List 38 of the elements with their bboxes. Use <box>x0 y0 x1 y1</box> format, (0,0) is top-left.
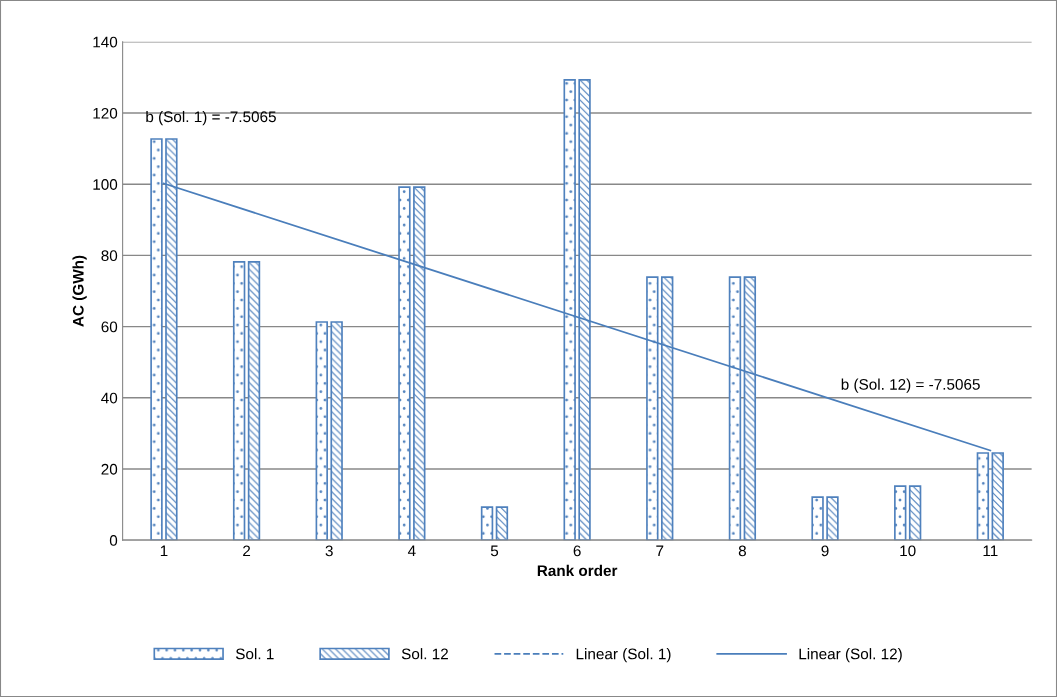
bar <box>247 260 261 541</box>
x-tick-label: 11 <box>983 545 998 557</box>
legend-label: Sol. 1 <box>235 648 274 660</box>
bar <box>495 506 509 541</box>
x-tick-label: 8 <box>738 545 746 557</box>
y-tick-label: 60 <box>101 321 118 333</box>
y-tick-label: 120 <box>93 107 118 119</box>
legend-label: Sol. 12 <box>401 648 448 660</box>
x-axis-title: Rank order <box>537 564 618 577</box>
x-tick-label: 2 <box>243 545 251 557</box>
bar <box>330 321 343 541</box>
x-tick-label: 1 <box>160 545 168 557</box>
y-axis-title: AC (GWh) <box>72 255 87 327</box>
x-tick-label: 7 <box>656 545 664 557</box>
bar <box>991 452 1004 541</box>
y-tick-label: 0 <box>109 535 118 546</box>
x-tick-label: 10 <box>900 545 916 557</box>
bar <box>315 321 328 541</box>
annotation: b (Sol. 12) = -7.5065 <box>841 378 980 393</box>
legend-label: Linear (Sol. 12) <box>799 648 902 663</box>
y-tick-label: 40 <box>101 392 118 404</box>
bar <box>908 485 922 541</box>
x-tick-label: 9 <box>821 545 829 557</box>
y-tick-label: 100 <box>93 179 118 190</box>
y-tick-label: 80 <box>101 250 118 262</box>
x-tick-label: 3 <box>325 545 333 557</box>
bar <box>480 506 494 541</box>
x-tick-label: 4 <box>407 545 416 557</box>
x-tick-label: 5 <box>490 545 499 557</box>
legend-label: Linear (Sol. 1) <box>576 648 671 663</box>
x-tick-label: 6 <box>573 545 581 557</box>
bar <box>826 496 839 541</box>
bar <box>232 260 246 541</box>
bar <box>811 496 824 541</box>
y-tick-label: 20 <box>101 463 118 475</box>
bar <box>894 485 907 541</box>
annotation: b (Sol. 1) = -7.5065 <box>146 110 276 126</box>
y-tick-label: 140 <box>93 36 118 48</box>
